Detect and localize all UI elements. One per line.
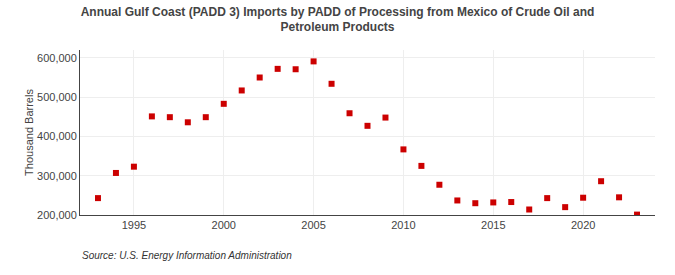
svg-text:2000: 2000 xyxy=(212,219,236,231)
svg-text:Source: U.S. Energy Informatio: Source: U.S. Energy Information Administ… xyxy=(82,250,292,261)
svg-text:500,000: 500,000 xyxy=(37,91,77,103)
svg-text:2010: 2010 xyxy=(391,219,415,231)
svg-text:2005: 2005 xyxy=(301,219,325,231)
svg-text:Thousand Barrels: Thousand Barrels xyxy=(23,89,35,176)
svg-text:400,000: 400,000 xyxy=(37,130,77,142)
svg-text:2015: 2015 xyxy=(481,219,505,231)
svg-text:1995: 1995 xyxy=(122,219,146,231)
svg-text:Annual Gulf Coast (PADD 3) Imp: Annual Gulf Coast (PADD 3) Imports by PA… xyxy=(81,5,595,35)
svg-text:300,000: 300,000 xyxy=(37,170,77,182)
svg-text:200,000: 200,000 xyxy=(37,209,77,221)
svg-text:600,000: 600,000 xyxy=(37,52,77,64)
svg-text:2020: 2020 xyxy=(571,219,595,231)
